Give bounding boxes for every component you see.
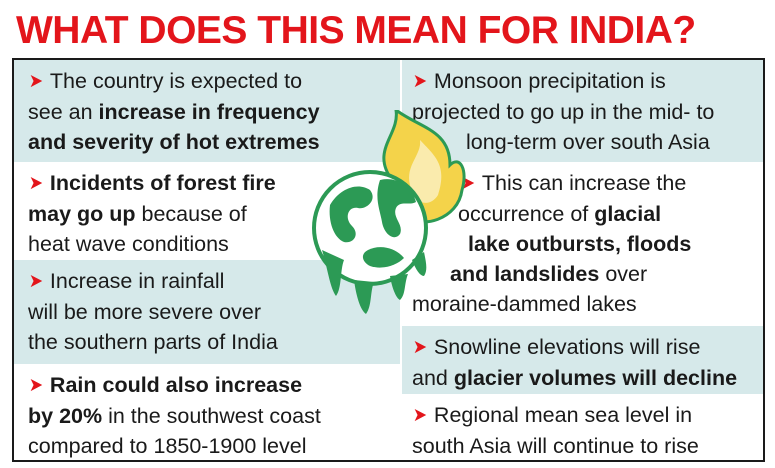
bullet-line: compared to 1850-1900 level: [28, 431, 390, 461]
bullet-line: occurrence of glacial: [412, 199, 753, 229]
bullet-line: heat wave conditions: [28, 229, 390, 259]
text: the southern parts of India: [28, 330, 278, 354]
bold-text: lake outbursts, floods: [468, 232, 692, 256]
text: see an: [28, 100, 99, 124]
right-item-sea-level: ➤ Regional mean sea level in south Asia wi…: [402, 394, 763, 460]
arrow-bullet-icon: ➤: [28, 71, 44, 92]
arrow-bullet-icon: ➤: [412, 71, 428, 92]
text: over: [599, 262, 648, 286]
left-item-forest-fire: ➤ Incidents of forest fire may go up becau…: [14, 162, 400, 260]
text: The country is expected to: [49, 69, 303, 93]
bullet-line: the southern parts of India: [28, 327, 390, 357]
text: south Asia will continue to rise: [412, 434, 699, 458]
bold-text: Rain could also increase: [49, 373, 303, 397]
bullet-line: and severity of hot extremes: [28, 127, 390, 157]
info-panel: ➤ The country is expected to see an increa…: [12, 58, 765, 462]
bold-text: and landslides: [450, 262, 600, 286]
bullet-line: may go up because of: [28, 199, 390, 229]
bullet-line: moraine-dammed lakes: [412, 289, 753, 319]
arrow-bullet-icon: ➤: [412, 405, 428, 426]
text: will be more severe over: [28, 300, 262, 324]
bold-text: glacial: [594, 202, 662, 226]
globe-flame-icon: [312, 106, 466, 314]
text: Snowline elevations will rise: [433, 335, 701, 359]
text: occurrence of: [458, 202, 595, 226]
left-item-southwest-coast: ➤ Rain could also increase by 20% in the s…: [14, 364, 400, 460]
melting-globe-illustration: [300, 106, 470, 320]
bullet-line: will be more severe over: [28, 297, 390, 327]
bullet-line: ➤ This can increase the: [412, 168, 753, 199]
arrow-bullet-icon: ➤: [28, 271, 44, 292]
text: This can increase the: [481, 171, 687, 195]
bullet-line: south Asia will continue to rise: [412, 431, 753, 461]
text: projected to go up in the mid- to: [412, 100, 715, 124]
text: compared to 1850-1900 level: [28, 434, 307, 458]
text: and: [412, 366, 454, 390]
left-item-hot-extremes: ➤ The country is expected to see an increa…: [14, 60, 400, 162]
bullet-line: long-term over south Asia: [412, 127, 753, 157]
bullet-line: lake outbursts, floods: [412, 229, 753, 259]
bullet-line: and landslides over: [412, 259, 753, 289]
bullet-line: projected to go up in the mid- to: [412, 97, 753, 127]
text: Regional mean sea level in: [433, 403, 693, 427]
arrow-bullet-icon: ➤: [412, 337, 428, 358]
right-item-monsoon: ➤ Monsoon precipitation is projected to go…: [402, 60, 763, 162]
text: heat wave conditions: [28, 232, 229, 256]
bullet-line: ➤ Increase in rainfall: [28, 266, 390, 297]
text: long-term over south Asia: [466, 130, 710, 154]
bold-text: and severity of hot extremes: [28, 130, 320, 154]
right-item-glacial-lakes: ➤ This can increase the occurrence of glac…: [402, 162, 763, 326]
bullet-line: ➤ Snowline elevations will rise: [412, 332, 753, 363]
bullet-line: ➤ Incidents of forest fire: [28, 168, 390, 199]
text: in the southwest coast: [102, 404, 321, 428]
bold-text: glacier volumes will decline: [453, 366, 738, 390]
bullet-line: by 20% in the southwest coast: [28, 401, 390, 431]
bold-text: Incidents of forest fire: [49, 171, 276, 195]
bold-text: increase in frequency: [98, 100, 320, 124]
arrow-bullet-icon: ➤: [28, 375, 44, 396]
bullet-line: ➤ Regional mean sea level in: [412, 400, 753, 431]
bullet-line: ➤ Monsoon precipitation is: [412, 66, 753, 97]
bullet-line: ➤ The country is expected to: [28, 66, 390, 97]
text: Increase in rainfall: [49, 269, 225, 293]
bullet-line: see an increase in frequency: [28, 97, 390, 127]
bullet-line: and glacier volumes will decline: [412, 363, 753, 393]
text: moraine-dammed lakes: [412, 292, 637, 316]
text: because of: [135, 202, 247, 226]
arrow-bullet-icon: ➤: [28, 173, 44, 194]
text: Monsoon precipitation is: [433, 69, 666, 93]
bold-text: may go up: [28, 202, 136, 226]
bullet-line: ➤ Rain could also increase: [28, 370, 390, 401]
right-item-snowline: ➤ Snowline elevations will rise and glacie…: [402, 326, 763, 394]
page-title: WHAT DOES THIS MEAN FOR INDIA?: [16, 9, 696, 52]
bold-text: by 20%: [28, 404, 103, 428]
